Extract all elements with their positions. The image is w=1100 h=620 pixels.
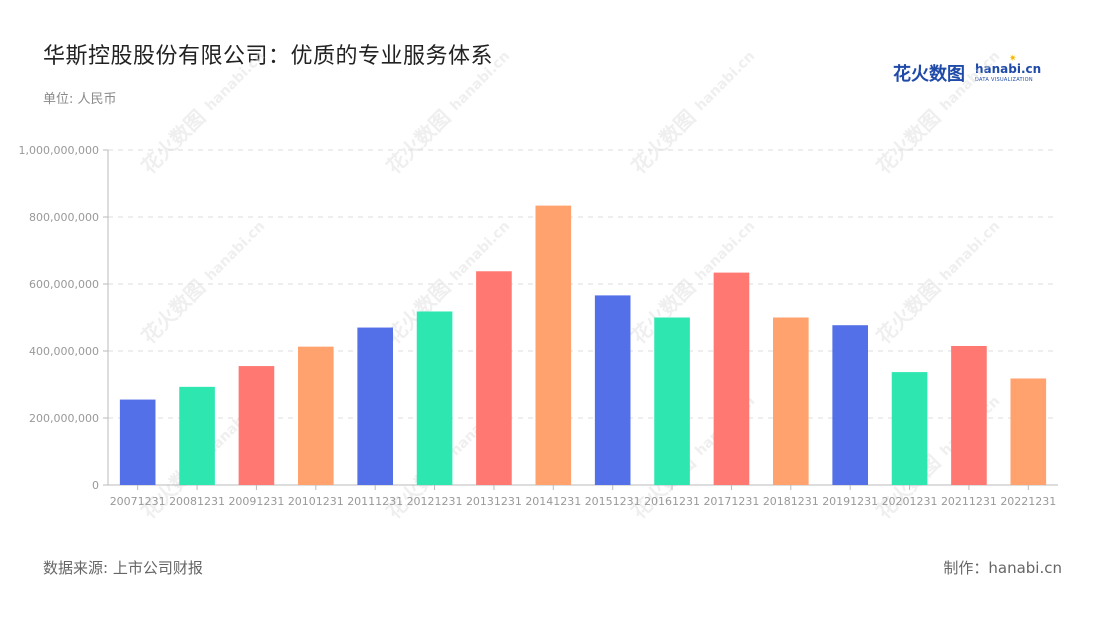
x-tick-label: 20211231: [941, 495, 997, 508]
x-tick-label: 20181231: [763, 495, 819, 508]
y-tick-label: 0: [92, 479, 99, 492]
svg-text:花火数图: 花火数图: [872, 105, 946, 179]
x-tick-label: 20161231: [644, 495, 700, 508]
x-tick-label: 20091231: [228, 495, 284, 508]
data-source: 数据来源: 上市公司财报: [43, 559, 203, 577]
spark-icon: ✷: [1009, 54, 1017, 64]
y-tick-label: 800,000,000: [29, 211, 99, 224]
x-tick-label: 20081231: [169, 495, 225, 508]
bar-20171231: [713, 272, 750, 485]
x-tick-label: 20071231: [110, 495, 166, 508]
bar-20211231: [951, 345, 987, 485]
bar-20131231: [476, 271, 512, 485]
x-tick-label: 20131231: [466, 495, 522, 508]
svg-text:花火数图: 花火数图: [137, 275, 211, 349]
bar-20161231: [654, 317, 690, 485]
x-tick-label: 20191231: [822, 495, 878, 508]
svg-text:hanabi.cn: hanabi.cn: [692, 48, 758, 114]
bar-20121231: [416, 311, 453, 485]
svg-text:花火数图: 花火数图: [137, 105, 211, 179]
logo-sub-text: DATA VISUALIZATION: [975, 77, 1033, 83]
x-tick-label: 20221231: [1000, 495, 1056, 508]
svg-text:hanabi.cn: hanabi.cn: [937, 48, 1003, 114]
x-tick-label: 20101231: [288, 495, 344, 508]
y-tick-label: 400,000,000: [29, 345, 99, 358]
bar-20221231: [1010, 378, 1047, 485]
x-tick-label: 20171231: [703, 495, 759, 508]
bar-20141231: [535, 205, 572, 486]
svg-text:hanabi.cn: hanabi.cn: [202, 48, 268, 114]
svg-text:花火数图: 花火数图: [382, 105, 456, 179]
bar-20101231: [298, 346, 334, 485]
bar-20191231: [832, 325, 868, 485]
logo-en-text: hanabi.cn: [975, 62, 1042, 76]
unit-label: 单位: 人民币: [43, 92, 117, 107]
x-tick-label: 20141231: [525, 495, 581, 508]
bar-20111231: [357, 327, 393, 485]
y-tick-label: 1,000,000,000: [19, 144, 99, 157]
y-tick-label: 600,000,000: [29, 278, 99, 291]
svg-text:花火数图: 花火数图: [627, 105, 701, 179]
hanabi-logo: 花火数图 hanabi.cn DATA VISUALIZATION ✷: [893, 54, 1043, 86]
bar-20201231: [891, 372, 928, 485]
y-tick-label: 200,000,000: [29, 412, 99, 425]
x-tick-label: 20151231: [585, 495, 641, 508]
x-tick-label: 20111231: [347, 495, 403, 508]
bar-20081231: [179, 386, 215, 485]
bar-20071231: [119, 399, 156, 485]
logo-cn-text: 花火数图: [893, 64, 965, 85]
x-tick-label: 20201231: [882, 495, 938, 508]
bar-20091231: [238, 366, 275, 485]
x-tick-label: 20121231: [407, 495, 463, 508]
bar-20181231: [773, 317, 809, 485]
svg-text:hanabi.cn: hanabi.cn: [202, 218, 268, 284]
chart-title: 华斯控股股份有限公司：优质的专业服务体系: [43, 44, 494, 69]
maker-credit: 制作：hanabi.cn: [943, 559, 1062, 577]
bar-20151231: [594, 295, 631, 485]
svg-text:hanabi.cn: hanabi.cn: [937, 218, 1003, 284]
svg-text:hanabi.cn: hanabi.cn: [447, 48, 513, 114]
svg-text:花火数图: 花火数图: [872, 275, 946, 349]
